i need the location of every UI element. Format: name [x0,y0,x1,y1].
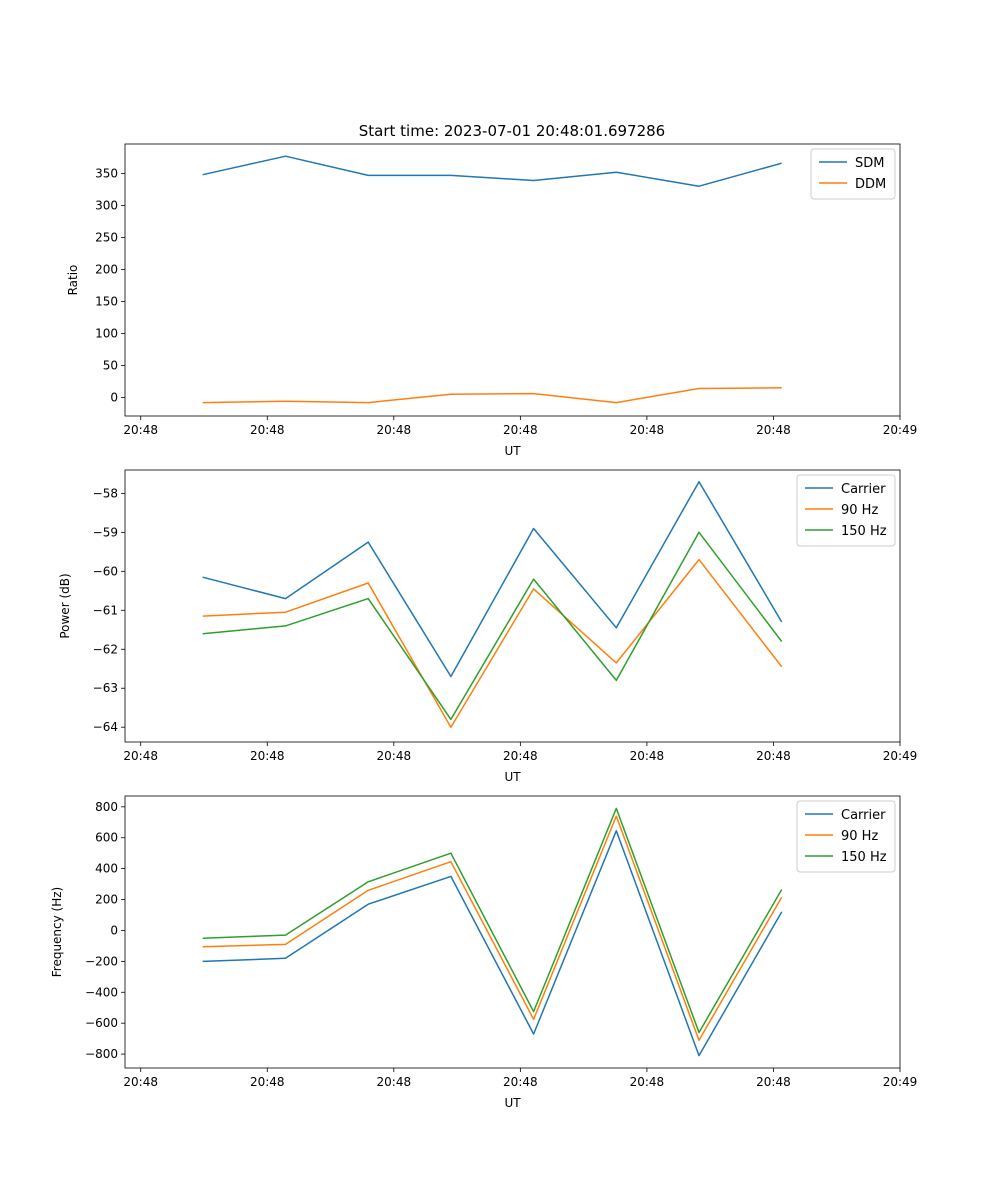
y-axis-label: Power (dB) [58,573,72,638]
series-line-sdm [202,155,782,187]
y-tick-label: 250 [95,230,118,244]
y-tick-label: −58 [93,486,118,500]
y-axis-label: Frequency (Hz) [50,887,64,978]
x-tick-label: 20:48 [123,749,158,763]
subplot-2: 20:48 20:48 20:48 20:48 20:48 20:48 20:49 −64 −6… [58,469,918,784]
y-tick-label: 400 [95,862,118,876]
legend: Carrier 90 Hz 150 Hz [796,474,896,547]
y-tick-label: −60 [93,564,118,578]
series-line-90-hz [202,815,783,1041]
legend-label: Carrier [841,482,886,497]
legend-label: Carrier [841,808,886,823]
y-tick-label: −800 [85,1047,118,1061]
legend-label: SDM [855,156,884,171]
y-tick-label: 50 [103,358,118,372]
y-tick-label: −61 [93,603,118,617]
subplot-1: 20:48 20:48 20:48 20:48 20:48 20:48 20:49 0 50 10… [66,143,918,458]
axes-frame [124,143,901,417]
chart-title: Start time: 2023-07-01 20:48:01.697286 [359,122,665,140]
x-tick-label: 20:48 [250,423,285,437]
y-tick-label: 0 [110,923,118,937]
x-tick-label: 20:48 [377,423,412,437]
legend-label: 90 Hz [841,829,878,844]
axes-frame [124,469,901,743]
series-line-150-hz [202,807,783,1034]
series-line-carrier [202,480,783,678]
x-tick-label: 20:48 [756,1075,791,1089]
legend: Carrier 90 Hz 150 Hz [796,800,896,873]
y-tick-label: 0 [110,390,118,404]
x-tick-label: 20:48 [377,749,412,763]
series-line-90-hz [202,558,783,728]
y-tick-label: −62 [93,642,118,656]
legend-label: 150 Hz [841,524,887,539]
x-axis-label: UT [504,770,521,784]
y-tick-label: 300 [95,198,118,212]
x-tick-label: 20:48 [503,1075,538,1089]
x-tick-label: 20:49 [883,1075,918,1089]
x-tick-label: 20:48 [630,749,665,763]
y-tick-label: −400 [85,985,118,999]
x-tick-label: 20:48 [250,749,285,763]
x-tick-label: 20:48 [503,423,538,437]
x-tick-label: 20:48 [756,749,791,763]
axes-frame [124,795,901,1069]
y-tick-label: −64 [93,720,118,734]
x-tick-label: 20:48 [503,749,538,763]
y-axis-label: Ratio [66,265,80,296]
y-tick-label: 200 [95,893,118,907]
x-axis-label: UT [504,1096,521,1110]
x-tick-label: 20:48 [756,423,791,437]
y-tick-label: 600 [95,831,118,845]
legend: SDM DDM [810,148,896,200]
x-tick-label: 20:49 [883,749,918,763]
legend-box [796,474,896,547]
x-tick-label: 20:49 [883,423,918,437]
x-tick-label: 20:48 [123,423,158,437]
y-tick-label: 200 [95,262,118,276]
legend-box [796,800,896,873]
subplot-3: 20:48 20:48 20:48 20:48 20:48 20:48 20:49 −800 −… [50,795,918,1110]
y-tick-label: −600 [85,1016,118,1030]
y-tick-label: 100 [95,326,118,340]
x-tick-label: 20:48 [630,423,665,437]
series-line-150-hz [202,531,783,721]
series-line-carrier [202,830,783,1057]
y-tick-label: −63 [93,681,118,695]
y-tick-label: 150 [95,294,118,308]
y-tick-label: −200 [85,954,118,968]
y-tick-label: 800 [95,800,118,814]
legend-label: 90 Hz [841,503,878,518]
legend-label: DDM [855,177,886,192]
x-tick-label: 20:48 [630,1075,665,1089]
series-line-ddm [202,387,782,404]
x-tick-label: 20:48 [377,1075,412,1089]
x-tick-label: 20:48 [250,1075,285,1089]
x-tick-label: 20:48 [123,1075,158,1089]
y-tick-label: 350 [95,166,118,180]
x-axis-label: UT [504,444,521,458]
legend-label: 150 Hz [841,850,887,865]
y-tick-label: −59 [93,525,118,539]
